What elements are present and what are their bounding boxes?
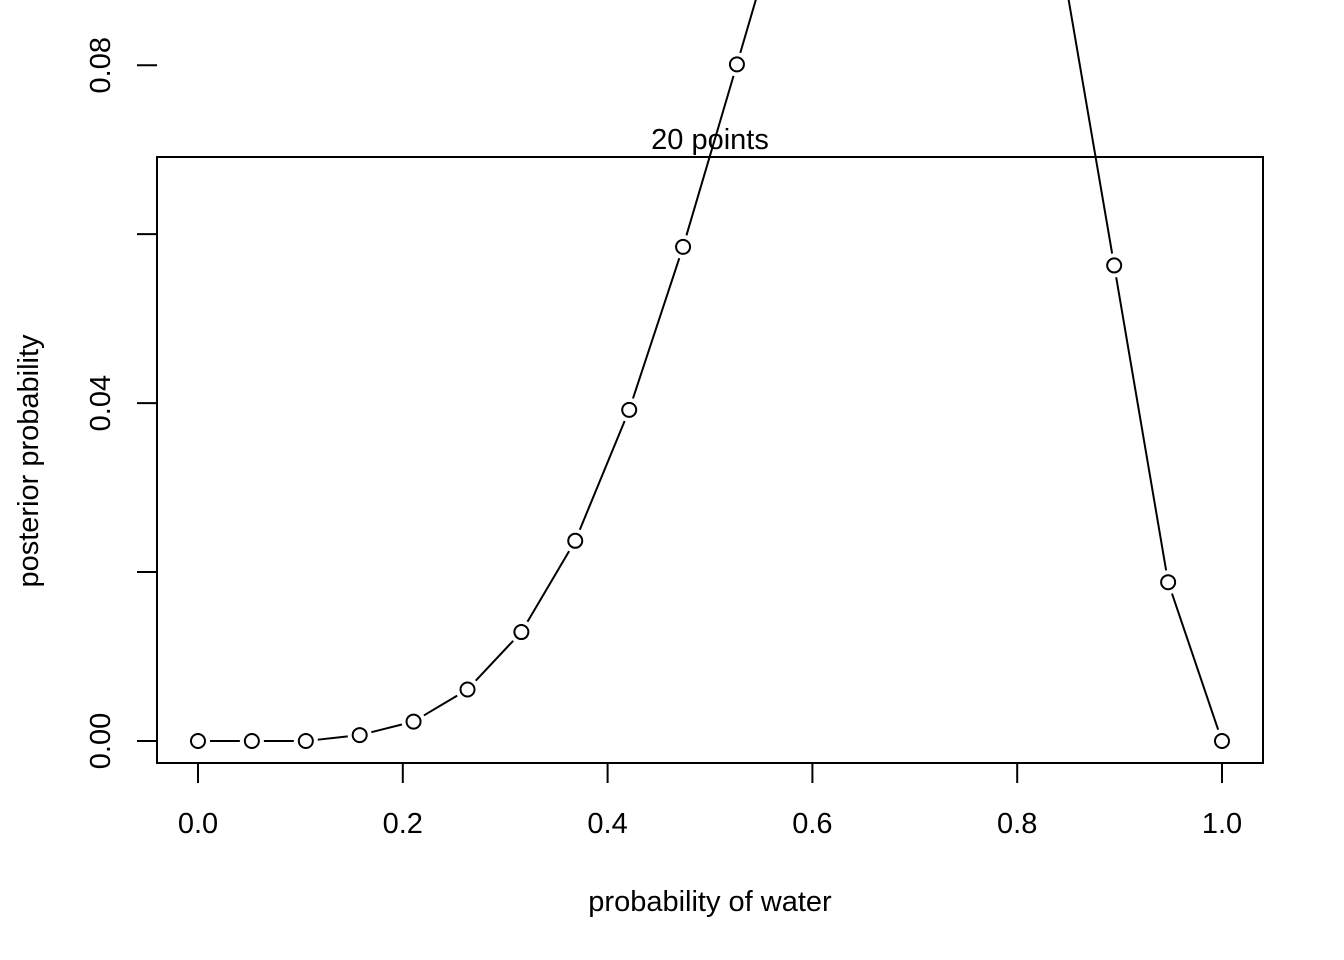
data-point [675, 238, 692, 255]
data-point [243, 733, 260, 749]
series [190, 0, 1230, 749]
series-line-segment [685, 75, 735, 236]
data-point [1106, 257, 1123, 274]
series-line-segment [632, 257, 681, 399]
series-line-segment [739, 0, 757, 54]
series-line-segment [1171, 593, 1220, 730]
x-tick-label: 0.2 [383, 808, 423, 840]
series-line-segment [578, 420, 626, 531]
x-tick-label: 1.0 [1202, 808, 1242, 840]
series-line-segment [1067, 0, 1114, 254]
x-tick-label: 0.0 [178, 808, 218, 840]
data-point [405, 713, 422, 730]
data-point [567, 532, 584, 549]
series-line-segment [1115, 277, 1168, 571]
data-point [351, 727, 368, 744]
series-line-segment [526, 550, 571, 623]
x-tick-label: 0.6 [792, 808, 832, 840]
series-line-segment [474, 640, 514, 682]
data-point [459, 681, 476, 698]
data-point [190, 733, 206, 749]
y-axis-label: posterior probability [13, 334, 45, 588]
x-tick-label: 0.8 [997, 808, 1037, 840]
data-point [513, 624, 530, 641]
plot-frame [156, 156, 1264, 764]
data-point [728, 56, 745, 73]
x-axis-label: probability of water [588, 886, 832, 918]
y-axis: 0.000.040.080.12 [85, 37, 157, 769]
x-tick-label: 0.4 [587, 808, 627, 840]
chart-title: 20 points [651, 124, 769, 156]
data-point [297, 733, 314, 749]
series-line-segment [317, 735, 348, 741]
data-point [1160, 574, 1177, 591]
y-tick-label: 0.04 [85, 375, 117, 431]
data-point [621, 401, 638, 418]
x-axis: 0.0 0.2 0.4 0.6 0.8 1.0 [178, 763, 1242, 840]
y-tick-label: 0.08 [85, 37, 117, 93]
y-tick-label: 0.00 [85, 713, 117, 769]
data-point [1214, 733, 1230, 749]
series-line-segment [371, 723, 403, 734]
series-line-segment [423, 694, 458, 717]
